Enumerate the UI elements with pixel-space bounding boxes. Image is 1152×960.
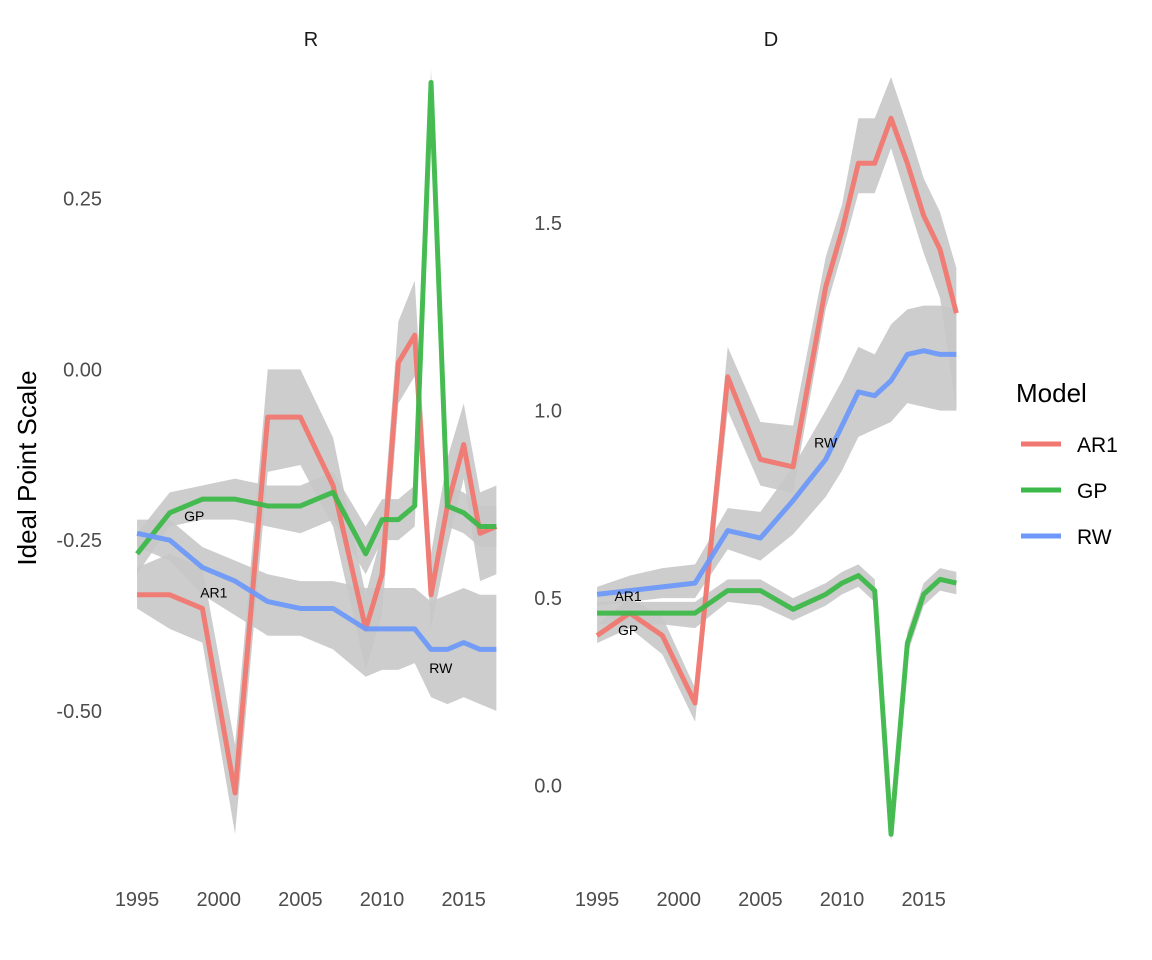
x-tick-label: 2005	[738, 889, 783, 911]
x-tick-label: 2015	[441, 889, 486, 911]
x-tick-label: 2000	[656, 889, 701, 911]
x-tick-label: 2000	[196, 889, 241, 911]
legend-label-ar1: AR1	[1077, 434, 1118, 457]
legend: Model AR1 GP RW	[1016, 378, 1118, 549]
legend-label-rw: RW	[1077, 526, 1112, 549]
series-annotation: GP	[184, 508, 204, 524]
band-rw	[597, 305, 957, 606]
panel-strip-label: D	[764, 29, 778, 51]
panel-strip-label: R	[304, 29, 318, 51]
band-rw	[137, 519, 497, 711]
y-tick-label: 0.0	[534, 776, 562, 798]
series-annotation: GP	[618, 622, 638, 638]
x-tick-label: 1995	[115, 889, 160, 911]
y-tick-label: 0.00	[63, 359, 102, 381]
series-annotation: RW	[429, 660, 453, 676]
panel-d: D 1.5 1.0 0.5 0.0 1995 2000 2005 2010 2015 AR1 GP RW	[534, 29, 959, 911]
y-tick-label: -0.50	[56, 701, 102, 723]
series-annotation: AR1	[614, 588, 641, 604]
series-annotation: AR1	[200, 585, 227, 601]
series-line-ar1	[595, 115, 959, 706]
series-annotation: RW	[814, 435, 838, 451]
series-line-rw	[596, 348, 957, 597]
y-tick-label: 1.5	[534, 213, 562, 235]
panel-r: R 0.25 0.00 -0.25 -0.50 1995 2000 2005 2010 2015 G…	[56, 29, 498, 911]
y-tick-label: 1.0	[534, 401, 562, 423]
series-line-gp	[135, 79, 497, 557]
x-tick-label: 1995	[575, 889, 620, 911]
x-tick-label: 2005	[278, 889, 323, 911]
legend-title: Model	[1016, 378, 1087, 408]
y-axis-title: Ideal Point Scale	[12, 370, 42, 565]
y-tick-label: 0.25	[63, 189, 102, 211]
series-line-ar1	[137, 332, 498, 796]
legend-label-gp: GP	[1077, 480, 1107, 503]
series-line-rw	[136, 530, 497, 652]
x-tick-label: 2010	[820, 889, 865, 911]
x-tick-label: 2015	[901, 889, 946, 911]
x-tick-label: 2010	[360, 889, 405, 911]
series-line-gp	[597, 573, 957, 837]
y-tick-label: -0.25	[56, 530, 102, 552]
y-tick-label: 0.5	[534, 588, 562, 610]
